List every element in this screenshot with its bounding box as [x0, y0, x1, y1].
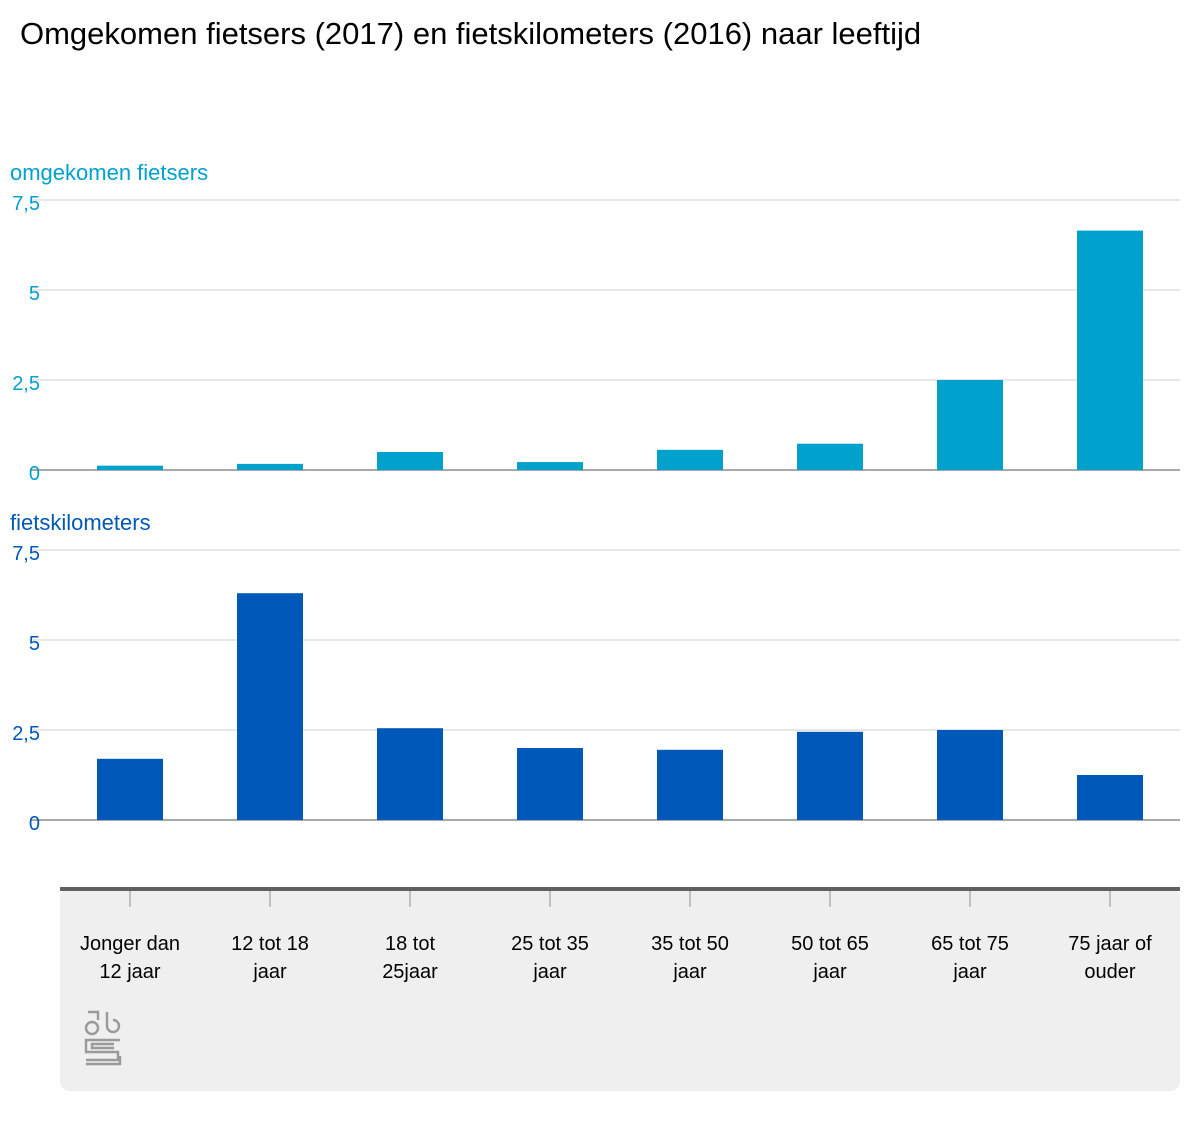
- series-label: omgekomen fietsers: [10, 160, 208, 185]
- x-tick-label-line: ouder: [1084, 961, 1135, 983]
- x-tick-label: 65 tot 75 jaar: [931, 933, 1009, 983]
- x-tick-label: 35 tot 50 jaar: [651, 933, 729, 983]
- y-tick-label: 5: [29, 633, 40, 655]
- bar: [937, 730, 1003, 820]
- x-tick-label-line: jaar: [812, 961, 847, 983]
- bar: [517, 748, 583, 820]
- bar: [97, 465, 163, 470]
- x-tick-label: 25 tot 35 jaar: [511, 933, 589, 983]
- bar: [97, 758, 163, 820]
- x-tick-label-line: 12 tot 18: [231, 933, 309, 955]
- x-tick-label: 50 tot 65 jaar: [791, 933, 869, 983]
- x-tick-label-line: jaar: [952, 961, 987, 983]
- bar: [237, 463, 303, 470]
- x-tick-label-line: jaar: [672, 961, 707, 983]
- bar: [517, 462, 583, 470]
- y-tick-label: 0: [29, 813, 40, 835]
- x-tick-label-line: 50 tot 65: [791, 933, 869, 955]
- x-tick-label-line: jaar: [252, 961, 287, 983]
- y-tick-label: 0: [29, 463, 40, 485]
- x-tick-label-line: Jonger dan: [80, 933, 180, 955]
- bar: [1077, 230, 1143, 470]
- x-tick-label-line: 75 jaar of: [1068, 933, 1152, 955]
- y-tick-label: 5: [29, 283, 40, 305]
- y-tick-label: 2,5: [12, 373, 40, 395]
- x-tick-label-line: 12 jaar: [99, 961, 160, 983]
- y-tick-label: 7,5: [12, 193, 40, 215]
- x-tick-label: 12 tot 18 jaar: [231, 933, 309, 983]
- x-tick-label: 75 jaar of ouder: [1068, 933, 1152, 983]
- bar: [937, 380, 1003, 470]
- cbs-logo-icon: [84, 1010, 122, 1066]
- bar: [797, 443, 863, 470]
- x-tick-label: Jonger dan 12 jaar: [80, 933, 180, 983]
- series-label: fietskilometers: [10, 510, 151, 535]
- x-tick-label-line: 35 tot 50: [651, 933, 729, 955]
- x-tick-label-line: 65 tot 75: [931, 933, 1009, 955]
- bar: [377, 728, 443, 820]
- x-tick-label-line: 18 tot: [385, 933, 435, 955]
- bar: [1077, 775, 1143, 820]
- bar: [377, 452, 443, 470]
- panel-1: omgekomen fietsers 0 2,5 5 7,5: [10, 160, 1180, 485]
- x-tick-label-line: 25 tot 35: [511, 933, 589, 955]
- bar: [237, 593, 303, 820]
- bar: [657, 749, 723, 820]
- y-tick-label: 7,5: [12, 543, 40, 565]
- chart-title: Omgekomen fietsers (2017) en fietskilome…: [20, 16, 922, 51]
- x-tick-label: 18 tot 25jaar: [382, 933, 438, 983]
- y-tick-label: 2,5: [12, 723, 40, 745]
- panel-2: fietskilometers 0 2,5 5 7,5: [10, 510, 1180, 835]
- x-tick-label-line: 25jaar: [382, 961, 438, 983]
- x-axis-background: [60, 888, 1180, 1091]
- bar: [797, 731, 863, 820]
- x-tick-label-line: jaar: [532, 961, 567, 983]
- bar: [657, 449, 723, 470]
